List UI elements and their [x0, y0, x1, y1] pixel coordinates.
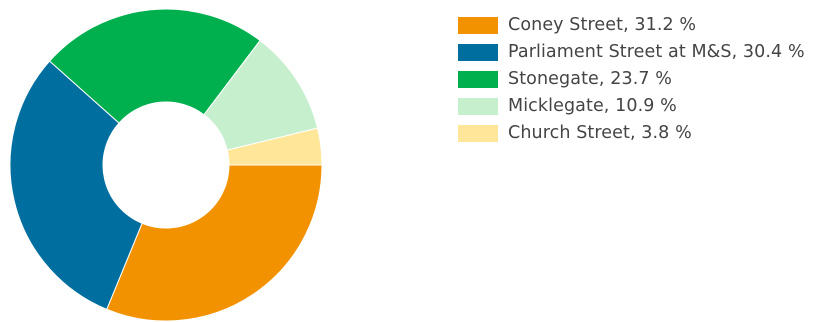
legend-swatch — [458, 125, 498, 142]
legend-label: Micklegate, 10.9 % — [508, 96, 677, 116]
chart-legend: Coney Street, 31.2 % Parliament Street a… — [458, 13, 830, 148]
donut-slice-parliament-street-at-m-s — [9, 60, 143, 310]
legend-swatch — [458, 17, 498, 34]
legend-item-church-street: Church Street, 3.8 % — [458, 121, 830, 145]
donut-slice-stonegate — [48, 8, 261, 124]
donut-slice-coney-street — [106, 164, 323, 322]
donut-slice-church-street — [226, 127, 323, 166]
legend-item-parliament-street: Parliament Street at M&S, 30.4 % — [458, 40, 830, 64]
legend-swatch — [458, 98, 498, 115]
legend-label: Stonegate, 23.7 % — [508, 69, 672, 89]
legend-item-coney-street: Coney Street, 31.2 % — [458, 13, 830, 37]
legend-swatch — [458, 44, 498, 61]
legend-item-stonegate: Stonegate, 23.7 % — [458, 67, 830, 91]
legend-label: Parliament Street at M&S, 30.4 % — [508, 42, 805, 62]
legend-label: Coney Street, 31.2 % — [508, 15, 697, 35]
legend-swatch — [458, 71, 498, 88]
legend-label: Church Street, 3.8 % — [508, 123, 692, 143]
donut-chart — [9, 8, 323, 322]
legend-item-micklegate: Micklegate, 10.9 % — [458, 94, 830, 118]
